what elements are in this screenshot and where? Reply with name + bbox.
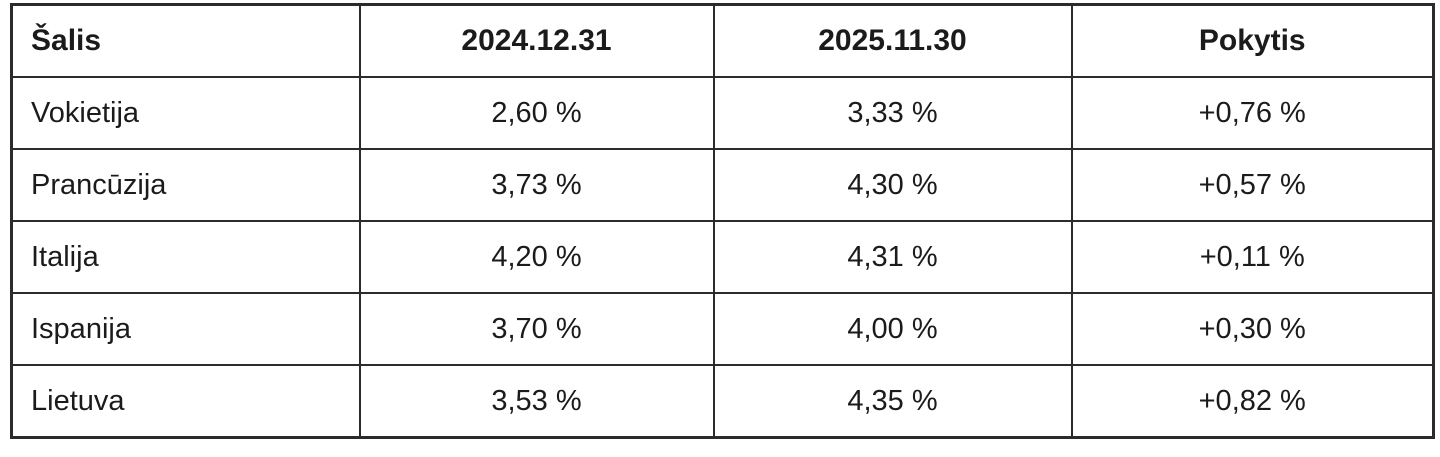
cell-value-2024: 3,70 % [358,292,715,366]
cell-country: Italija [10,220,361,294]
table-row: Ispanija 3,70 % 4,00 % +0,30 % [10,292,1435,366]
cell-country: Lietuva [10,364,361,439]
cell-value-2025: 4,30 % [712,148,1073,222]
table-row: Vokietija 2,60 % 3,33 % +0,76 % [10,76,1435,150]
cell-change: +0,11 % [1070,220,1435,294]
cell-change: +0,76 % [1070,76,1435,150]
cell-country: Prancūzija [10,148,361,222]
column-header-date-2025: 2025.11.30 [712,3,1073,78]
cell-value-2025: 4,31 % [712,220,1073,294]
cell-change: +0,82 % [1070,364,1435,439]
column-header-country: Šalis [10,3,361,78]
cell-value-2024: 3,53 % [358,364,715,439]
table-row: Lietuva 3,53 % 4,35 % +0,82 % [10,364,1435,439]
cell-value-2024: 2,60 % [358,76,715,150]
header-row: Šalis 2024.12.31 2025.11.30 Pokytis [10,3,1435,78]
cell-change: +0,57 % [1070,148,1435,222]
rates-table-container: Šalis 2024.12.31 2025.11.30 Pokytis Voki… [10,3,1435,439]
country-rates-table: Šalis 2024.12.31 2025.11.30 Pokytis Voki… [10,3,1435,439]
cell-value-2025: 4,35 % [712,364,1073,439]
cell-value-2025: 4,00 % [712,292,1073,366]
cell-value-2024: 4,20 % [358,220,715,294]
column-header-date-2024: 2024.12.31 [358,3,715,78]
table-row: Prancūzija 3,73 % 4,30 % +0,57 % [10,148,1435,222]
cell-change: +0,30 % [1070,292,1435,366]
table-body: Vokietija 2,60 % 3,33 % +0,76 % Prancūzi… [10,76,1435,439]
table-row: Italija 4,20 % 4,31 % +0,11 % [10,220,1435,294]
cell-value-2025: 3,33 % [712,76,1073,150]
table-header: Šalis 2024.12.31 2025.11.30 Pokytis [10,3,1435,78]
column-header-change: Pokytis [1070,3,1435,78]
cell-country: Vokietija [10,76,361,150]
cell-value-2024: 3,73 % [358,148,715,222]
cell-country: Ispanija [10,292,361,366]
